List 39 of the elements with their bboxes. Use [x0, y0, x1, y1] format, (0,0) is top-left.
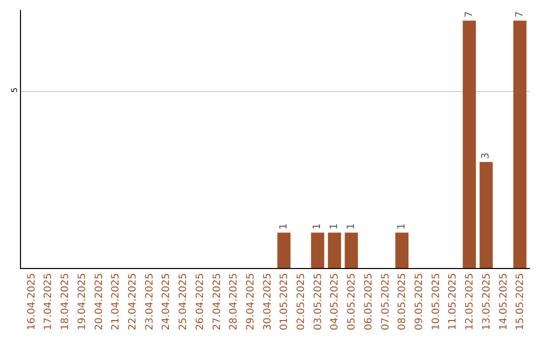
x-tick-label: 19.04.2025: [76, 273, 88, 330]
data-label: 7: [514, 11, 526, 18]
x-tick-label: 22.04.2025: [127, 273, 138, 330]
x-tick-label: 12.05.2025: [464, 273, 476, 330]
x-tick-label: 04.05.2025: [330, 273, 341, 330]
x-tick-label: 24.04.2025: [161, 273, 172, 330]
x-tick-label: 01.05.2025: [279, 273, 290, 330]
x-tick-label: 14.05.2025: [498, 273, 510, 330]
x-tick-label: 06.05.2025: [363, 273, 374, 330]
x-tick-label: 23.04.2025: [144, 273, 156, 330]
data-label: 1: [312, 223, 324, 230]
data-label: 7: [464, 11, 475, 18]
x-tick-label: 03.05.2025: [312, 273, 324, 330]
data-label: 1: [346, 223, 357, 230]
x-tick-label: 18.04.2025: [60, 273, 72, 330]
x-tick-label: 17.04.2025: [43, 273, 54, 330]
x-tick-label: 28.04.2025: [228, 273, 240, 330]
x-tick-label: 30.04.2025: [262, 273, 274, 330]
x-tick-label: 26.04.2025: [194, 273, 206, 330]
data-label: 3: [480, 152, 492, 159]
x-tick-label: 20.04.2025: [94, 273, 105, 330]
x-tick-label: 25.04.2025: [178, 273, 190, 330]
data-label: 1: [278, 223, 290, 230]
x-tick-label: 08.05.2025: [397, 273, 408, 330]
x-tick-label: 05.05.2025: [346, 273, 358, 330]
x-tick-label: 21.04.2025: [110, 273, 122, 330]
x-tick-label: 16.04.2025: [26, 273, 38, 330]
data-label: 1: [396, 223, 408, 230]
x-tick-label: 09.05.2025: [414, 273, 426, 330]
x-tick-label: 07.05.2025: [380, 273, 392, 330]
x-tick-label: 10.05.2025: [430, 273, 442, 330]
x-tick-label: 15.05.2025: [515, 273, 526, 330]
x-tick-label: 13.05.2025: [481, 273, 492, 330]
data-label: 1: [328, 223, 340, 230]
y-tick-label: 5: [10, 88, 19, 93]
x-tick-label: 27.04.2025: [212, 273, 223, 330]
x-tick-label: 02.05.2025: [296, 273, 308, 330]
x-tick-label: 11.05.2025: [448, 273, 459, 330]
x-tick-label: 29.04.2025: [245, 273, 256, 330]
